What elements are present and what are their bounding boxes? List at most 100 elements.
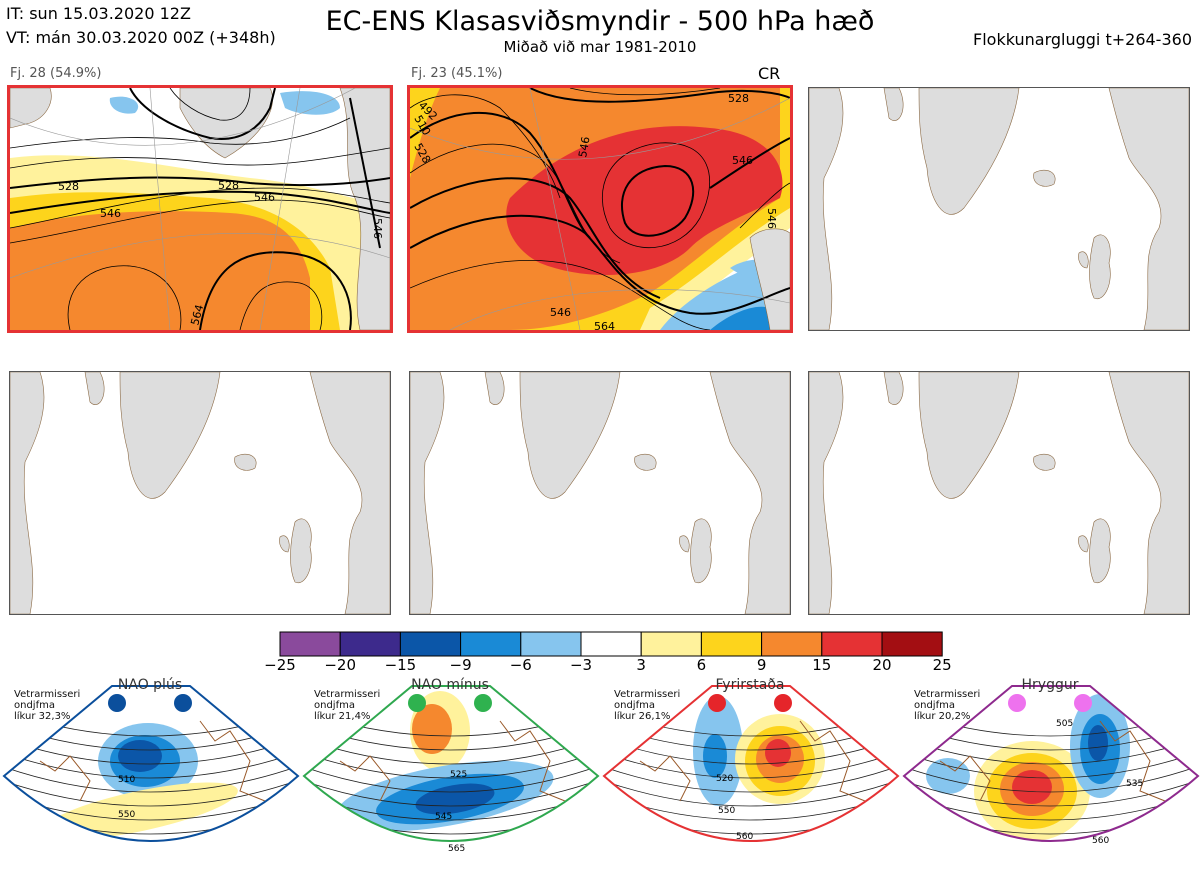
- base-map: [809, 88, 1189, 330]
- regime-title: Hryggur: [1021, 677, 1079, 693]
- regime-probability-note: Vetrarmisseri ondjfma líkur 20,2%: [914, 689, 981, 722]
- regime-title: NAO plús: [117, 677, 183, 693]
- colorbar-tick-label: −20: [324, 656, 357, 674]
- contour-label: 510: [118, 775, 135, 785]
- anomaly-field: [410, 88, 790, 330]
- anomaly-blob: [1012, 770, 1052, 804]
- height-contours: [10, 88, 390, 330]
- contour-label: 560: [1092, 836, 1109, 846]
- colorbar-tick-label: 20: [872, 656, 892, 674]
- fan-outline: [602, 685, 900, 842]
- regime-dot: [474, 694, 492, 712]
- land-areas: [749, 228, 790, 330]
- cluster-panel-3: [808, 87, 1190, 331]
- contour-label: 505: [1056, 719, 1073, 729]
- cluster-panel-1: 528 546 528 546 546 564: [7, 85, 393, 333]
- fan-outline: [2, 685, 300, 842]
- colorbar-tick-label: −9: [449, 656, 472, 674]
- height-contour: [304, 761, 598, 793]
- regime-dot: [408, 694, 426, 712]
- cluster-window: Flokkunargluggi t+264-360: [973, 30, 1192, 49]
- regime-dot: [108, 694, 126, 712]
- contour-label: 546: [371, 218, 384, 239]
- contour-label: 528: [218, 179, 239, 192]
- regime-probability-note: Vetrarmisseri ondjfma líkur 21,4%: [314, 689, 381, 722]
- coastline: [39, 720, 266, 802]
- regime-title: Fyrirstaða: [715, 677, 785, 693]
- cluster-panel-2: 492 510 528 528 546 546 546 546 564: [407, 85, 793, 333]
- colorbar-cell: [700, 631, 763, 657]
- anomaly-blob: [42, 782, 238, 840]
- colorbar-tick-label: −25: [264, 656, 296, 674]
- contour-label: 525: [450, 770, 467, 780]
- colorbar-tick-label: 3: [636, 656, 646, 674]
- base-map: [10, 372, 390, 614]
- height-contour: [304, 747, 598, 779]
- contour-label: 560: [736, 832, 753, 842]
- regime-dot: [1008, 694, 1026, 712]
- chart-subtitle: Miðað við mar 1981-2010: [503, 38, 697, 56]
- contour-label: 528: [728, 92, 749, 105]
- regime-fan: 505 535 560: [902, 685, 1200, 854]
- contour-label: 550: [118, 810, 135, 820]
- contour-labels: 528 546 528 546 546 564: [58, 179, 384, 327]
- panel-1-label: Fj. 28 (54.9%): [10, 66, 102, 81]
- height-contour: [904, 775, 1198, 807]
- regime-title: NAO mínus: [411, 677, 489, 693]
- cluster-panel-5: [409, 371, 791, 615]
- colorbar: [279, 631, 943, 657]
- chart-title: EC-ENS Klasasviðsmyndir - 500 hPa hæð: [325, 6, 875, 37]
- colorbar-tick-label: 25: [932, 656, 952, 674]
- contour-label: 520: [716, 774, 733, 784]
- colorbar-cell: [399, 631, 462, 657]
- base-map: [809, 372, 1189, 614]
- regime-fan: 525 545 565: [302, 685, 600, 854]
- anomaly-blob: [1088, 725, 1108, 761]
- colorbar-tick-label: 6: [696, 656, 707, 674]
- regime-dot: [708, 694, 726, 712]
- graticule: [410, 88, 790, 330]
- anomaly-blob: [1012, 844, 1044, 854]
- colorbar-cell: [881, 631, 943, 657]
- header-dates: IT: sun 15.03.2020 12Z VT: mán 30.03.202…: [6, 2, 276, 50]
- contour-label: 546: [732, 154, 753, 167]
- height-contour: [604, 747, 898, 779]
- colorbar-cell: [520, 631, 582, 657]
- anomaly-blob: [118, 740, 162, 772]
- colorbar-cell: [580, 631, 642, 657]
- anomaly-blob: [412, 704, 452, 754]
- panel-2-tag: CR: [758, 64, 781, 83]
- regime-fan: 520 550 560: [602, 685, 900, 842]
- contour-label: 545: [435, 812, 452, 822]
- height-contour: [4, 775, 298, 807]
- contour-label: 546: [576, 136, 592, 159]
- regime-dot: [1074, 694, 1092, 712]
- height-contour: [304, 775, 598, 807]
- height-contour: [4, 747, 298, 779]
- colorbar-tick-label: −15: [384, 656, 417, 674]
- fan-outline: [902, 685, 1200, 842]
- panel-2-label: Fj. 23 (45.1%): [411, 66, 503, 81]
- contour-label: 564: [188, 303, 206, 327]
- height-contours: [410, 88, 790, 330]
- contour-label: 564: [594, 320, 615, 330]
- colorbar-tick-label: 9: [756, 656, 767, 674]
- regime-dot: [174, 694, 192, 712]
- colorbar-tick-label: −6: [509, 656, 532, 674]
- colorbar-cell: [761, 631, 823, 657]
- init-time: IT: sun 15.03.2020 12Z: [6, 4, 191, 23]
- contour-label: 546: [254, 191, 275, 204]
- base-map: [410, 372, 790, 614]
- height-contour: [604, 761, 898, 793]
- contour-label: 528: [58, 180, 79, 193]
- coastline: [339, 720, 566, 802]
- colorbar-tick-label: −3: [569, 656, 593, 674]
- contour-label: 550: [718, 806, 735, 816]
- contour-label: 546: [765, 208, 778, 229]
- colorbar-cell: [279, 631, 341, 657]
- contour-label: 565: [448, 844, 465, 854]
- colorbar-cell: [640, 631, 702, 657]
- contour-label: 546: [550, 306, 571, 319]
- regime-probability-note: Vetrarmisseri ondjfma líkur 32,3%: [14, 689, 81, 722]
- contour-label: 546: [100, 207, 121, 220]
